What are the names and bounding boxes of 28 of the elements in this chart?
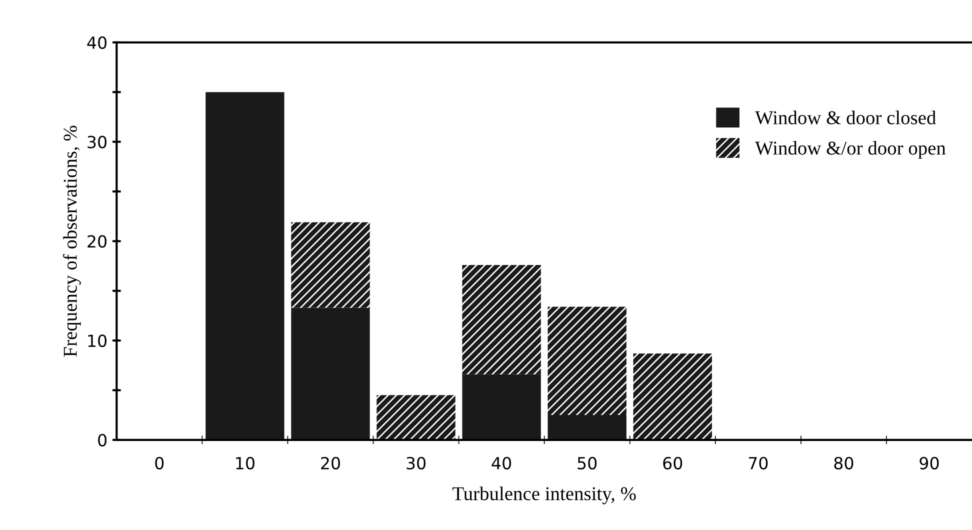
y-tick-label: 30 <box>88 136 107 148</box>
bar <box>376 395 456 440</box>
bar <box>462 374 541 440</box>
x-tick-label: 80 <box>834 456 854 470</box>
bar <box>548 415 626 440</box>
bar <box>633 353 712 440</box>
y-tick-label: 40 <box>87 36 107 49</box>
x-tick-label: 30 <box>406 456 426 470</box>
y-tick-label: 10 <box>88 334 107 348</box>
bar <box>548 306 626 416</box>
bar <box>291 308 370 440</box>
bar <box>462 265 541 374</box>
x-tick-label: 10 <box>236 456 254 470</box>
x-tick-label: 40 <box>492 456 512 470</box>
y-tick-label: 0 <box>98 434 107 446</box>
bar <box>291 222 370 308</box>
y-axis-title: Frequency of observations, % <box>62 126 81 357</box>
x-tick-label: 0 <box>155 456 164 470</box>
x-axis-title: Turbulence intensity, % <box>452 486 636 504</box>
x-tick-label: 20 <box>321 456 340 470</box>
x-tick-label: 70 <box>748 456 768 470</box>
x-tick-label: 50 <box>578 456 597 470</box>
bar <box>206 92 284 440</box>
y-tick-label: 20 <box>88 235 107 248</box>
legend-label: Window &/or door open <box>755 141 946 159</box>
legend-label: Window & door closed <box>755 110 936 124</box>
x-tick-label: 90 <box>920 456 939 470</box>
x-tick-label: 60 <box>663 456 682 470</box>
